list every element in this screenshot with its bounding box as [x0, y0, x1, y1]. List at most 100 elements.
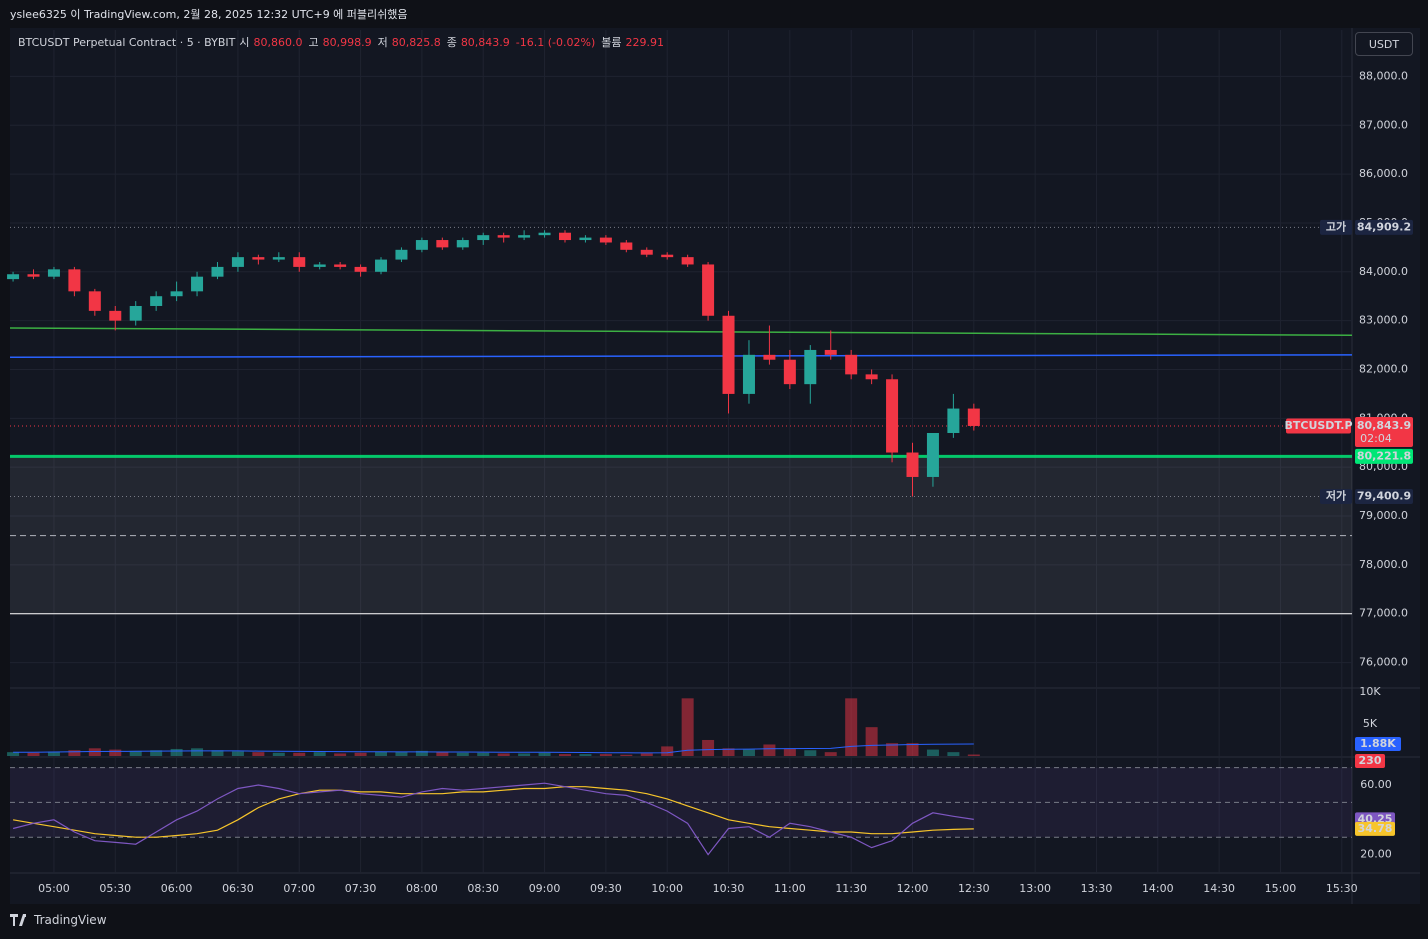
x-tick-label: 12:30 — [958, 882, 990, 895]
x-tick-label: 08:00 — [406, 882, 438, 895]
volume-ma-line — [13, 743, 974, 754]
y-tick-label: 86,000.0 — [1359, 167, 1408, 180]
x-tick-label: 11:30 — [835, 882, 867, 895]
candle-body — [191, 276, 204, 292]
volume-bar — [68, 750, 81, 756]
x-tick-label: 14:00 — [1142, 882, 1174, 895]
x-tick-label: 09:00 — [529, 882, 561, 895]
candle-body — [334, 264, 347, 267]
rsi-ma-tag-text: 34.78 — [1358, 822, 1393, 835]
candle-body — [313, 264, 326, 267]
volume-bar — [558, 754, 571, 756]
candle-body — [886, 379, 899, 453]
last-price-box — [1355, 416, 1413, 447]
volume-bar — [926, 749, 939, 756]
candle-body — [681, 257, 694, 265]
x-tick-label: 14:30 — [1203, 882, 1235, 895]
volume-bar — [845, 698, 858, 756]
volume-bar — [518, 753, 531, 756]
low-tag-text: 79,400.9 — [1357, 489, 1411, 502]
candle-body — [231, 257, 244, 267]
legend-value: 80,998.9 — [322, 36, 372, 49]
candle-body — [518, 235, 531, 238]
candle-body — [252, 257, 265, 260]
candle-body — [170, 291, 183, 297]
support-tag-text: 80,221.8 — [1357, 449, 1411, 462]
legend-label: 고 — [308, 36, 319, 49]
low-tag-box — [1355, 488, 1413, 504]
candle-body — [640, 249, 653, 255]
x-tick-label: 09:30 — [590, 882, 622, 895]
currency-button[interactable]: USDT — [1355, 32, 1413, 56]
volume-bar — [313, 752, 326, 756]
volume-bar — [783, 748, 796, 756]
high-tag-box — [1355, 219, 1413, 235]
legend-label: 종 — [446, 36, 457, 49]
support-tag: 80,221.8 — [1355, 448, 1413, 464]
volume-bar — [477, 752, 490, 756]
legend-label: 저 — [377, 36, 388, 49]
volume-bar — [538, 752, 551, 756]
x-tick-label: 15:30 — [1326, 882, 1358, 895]
volume-bar — [702, 739, 715, 756]
volume-bar — [763, 744, 776, 756]
symbol-title: BTCUSDT Perpetual Contract · 5 · BYBIT — [18, 36, 236, 49]
high-tag: 84,909.2 — [1355, 219, 1413, 235]
legend-label: 시 — [239, 36, 250, 49]
x-tick-label: 08:30 — [467, 882, 499, 895]
volume-bar — [824, 752, 837, 756]
candle-body — [558, 232, 571, 241]
candle-body — [272, 257, 285, 260]
candle-body — [967, 408, 980, 426]
x-tick-label: 06:30 — [222, 882, 254, 895]
y-tick-label: 84,000.0 — [1359, 265, 1408, 278]
candle-body — [599, 237, 612, 243]
candle-body — [497, 235, 510, 238]
volume-bar — [252, 752, 265, 756]
rsi-tick-label: 60.00 — [1360, 778, 1392, 791]
legend: BTCUSDT Perpetual Contract · 5 · BYBIT 시 8… — [18, 34, 670, 50]
candle-body — [926, 432, 939, 477]
volume-bar — [436, 752, 449, 756]
candle-body — [456, 240, 469, 248]
volume-bar — [211, 750, 224, 756]
candle-body — [947, 408, 960, 433]
x-tick-label: 05:00 — [38, 882, 70, 895]
volume-bar — [354, 752, 367, 756]
footer: TradingView — [10, 913, 107, 927]
volume-ma-tag: 1.88K — [1355, 736, 1401, 751]
trendline — [9, 354, 1353, 359]
candle-body — [477, 235, 490, 241]
symbol-tag-text: BTCUSDT.P — [1284, 419, 1352, 432]
volume-bar — [109, 749, 122, 756]
candle-body — [804, 349, 817, 385]
candle-body — [415, 240, 428, 250]
volume-tick-label: 5K — [1363, 717, 1378, 730]
candle-body — [742, 354, 755, 394]
legend-value: 80,825.8 — [391, 36, 441, 49]
high-tag-label: 고가 — [1320, 219, 1352, 235]
volume-bar — [865, 727, 878, 756]
x-tick-label: 13:30 — [1081, 882, 1113, 895]
x-tick-label: 07:00 — [283, 882, 315, 895]
y-tick-label: 79,000.0 — [1359, 509, 1408, 522]
y-tick-label: 87,000.0 — [1359, 118, 1408, 131]
volume-bar — [681, 698, 694, 756]
x-tick-label: 07:30 — [345, 882, 377, 895]
candle-body — [579, 237, 592, 241]
y-tick-label: 82,000.0 — [1359, 362, 1408, 375]
countdown-text: 02:04 — [1360, 432, 1392, 445]
volume-bar — [231, 751, 244, 756]
symbol-tag: BTCUSDT.P — [1284, 418, 1353, 434]
low-tag-label-box — [1320, 488, 1352, 504]
volume-tag-text: 230 — [1359, 754, 1382, 767]
volume-bar — [170, 748, 183, 756]
legend-label: 볼륨 — [601, 36, 622, 49]
y-tick-label: 77,000.0 — [1359, 607, 1408, 620]
volume-tag-box — [1355, 753, 1385, 768]
publish-header: yslee6325 이 TradingView.com, 2월 28, 2025… — [10, 8, 408, 21]
volume-bar — [804, 750, 817, 756]
logo — [10, 914, 26, 926]
rsi-ma-line — [12, 786, 974, 838]
